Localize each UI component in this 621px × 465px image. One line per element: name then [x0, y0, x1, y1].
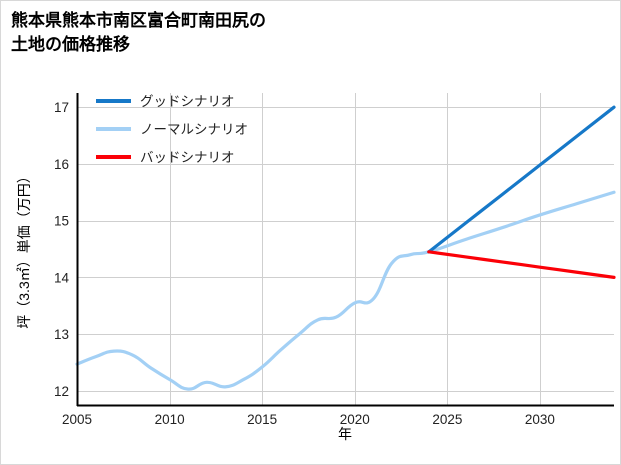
y-axis-tick-labels: 12 13 14 15 16 17: [54, 100, 70, 399]
y-tick-label: 16: [54, 157, 69, 172]
series-line: [427, 250, 616, 279]
series-lines: [75, 105, 616, 391]
legend-label: バッドシナリオ: [140, 150, 235, 165]
x-tick-label: 2025: [432, 412, 462, 427]
x-tick-label: 2030: [525, 412, 555, 427]
axis-lines: [76, 93, 614, 407]
x-tick-label: 2005: [62, 412, 92, 427]
x-axis-title: 年: [338, 426, 352, 442]
x-axis-tick-labels: 2005 2010 2015 2020 2025 2030: [62, 412, 555, 427]
x-tick-label: 2010: [155, 412, 185, 427]
legend-label: ノーマルシナリオ: [140, 122, 248, 137]
series-line: [75, 190, 616, 391]
series-line: [427, 105, 616, 254]
x-tick-label: 2015: [247, 412, 277, 427]
y-tick-label: 17: [54, 100, 69, 115]
page-title: 熊本県熊本市南区富合町南田尻の 土地の価格推移: [11, 11, 266, 55]
y-axis-title: 坪（3.3㎡）単価（万円）: [16, 169, 32, 328]
legend-label: グッドシナリオ: [140, 94, 235, 109]
y-tick-label: 14: [54, 270, 70, 285]
x-tick-label: 2020: [340, 412, 370, 427]
y-tick-label: 12: [54, 384, 69, 399]
y-tick-label: 13: [54, 327, 69, 342]
gridlines: [77, 93, 614, 405]
y-tick-label: 15: [54, 214, 69, 229]
